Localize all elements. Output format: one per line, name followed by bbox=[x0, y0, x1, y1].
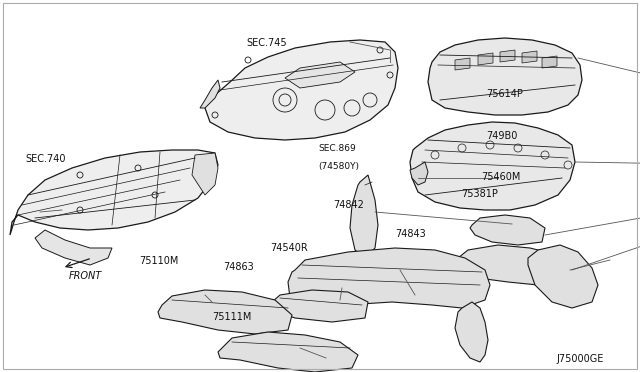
Polygon shape bbox=[542, 56, 557, 68]
Text: 749B0: 749B0 bbox=[486, 131, 518, 141]
Text: 74863: 74863 bbox=[223, 262, 253, 272]
Polygon shape bbox=[455, 58, 470, 70]
Text: 75111M: 75111M bbox=[212, 312, 252, 322]
Polygon shape bbox=[288, 248, 490, 308]
Polygon shape bbox=[500, 50, 515, 62]
Text: 75381P: 75381P bbox=[461, 189, 498, 199]
Polygon shape bbox=[200, 80, 220, 108]
Text: 75110M: 75110M bbox=[140, 256, 179, 266]
Polygon shape bbox=[35, 230, 112, 265]
Text: SEC.745: SEC.745 bbox=[246, 38, 287, 48]
Polygon shape bbox=[428, 38, 582, 115]
Polygon shape bbox=[10, 150, 218, 235]
Text: 75614P: 75614P bbox=[486, 89, 524, 99]
Polygon shape bbox=[456, 245, 572, 285]
Polygon shape bbox=[522, 51, 537, 63]
Text: 75460M: 75460M bbox=[481, 172, 521, 182]
Polygon shape bbox=[350, 175, 378, 258]
Polygon shape bbox=[410, 162, 428, 185]
Polygon shape bbox=[218, 332, 358, 372]
Text: 74842: 74842 bbox=[333, 201, 364, 210]
Text: SEC.740: SEC.740 bbox=[26, 154, 66, 164]
Polygon shape bbox=[478, 53, 493, 65]
Polygon shape bbox=[285, 62, 355, 88]
Polygon shape bbox=[528, 245, 598, 308]
Polygon shape bbox=[205, 40, 398, 140]
Text: 74540R: 74540R bbox=[270, 244, 308, 253]
Polygon shape bbox=[158, 290, 292, 334]
Polygon shape bbox=[410, 122, 575, 210]
Polygon shape bbox=[268, 290, 368, 322]
Polygon shape bbox=[470, 215, 545, 245]
Text: SEC.869: SEC.869 bbox=[319, 144, 356, 153]
Text: J75000GE: J75000GE bbox=[557, 354, 604, 364]
Polygon shape bbox=[455, 302, 488, 362]
Polygon shape bbox=[192, 153, 218, 195]
Text: 74843: 74843 bbox=[396, 230, 426, 239]
Text: FRONT: FRONT bbox=[69, 271, 102, 281]
Text: (74580Y): (74580Y) bbox=[319, 162, 360, 171]
